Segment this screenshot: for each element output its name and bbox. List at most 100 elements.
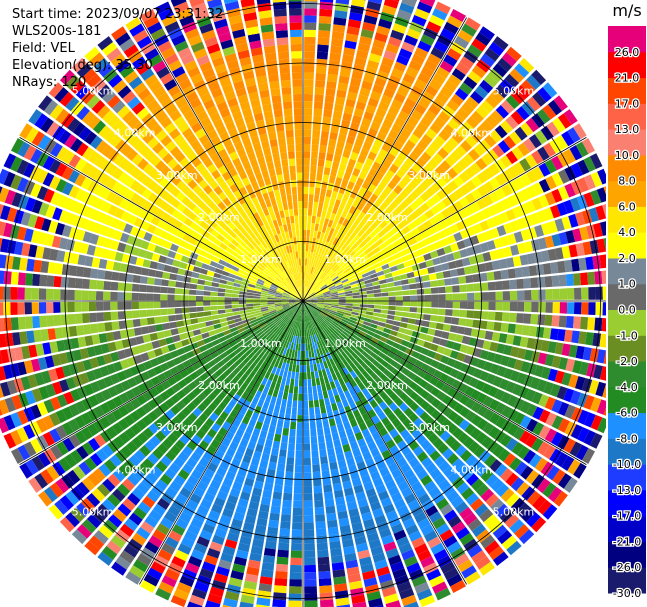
velocity-gate [329,358,336,367]
velocity-gate [150,216,161,226]
velocity-gate [173,219,183,230]
velocity-gate [313,319,319,326]
velocity-gate [163,264,172,273]
velocity-gate [472,319,481,329]
velocity-gate [569,145,583,161]
velocity-gate [117,85,132,99]
velocity-gate [88,394,99,408]
velocity-gate [358,240,367,249]
velocity-gate [303,465,312,473]
velocity-gate [284,478,293,487]
velocity-gate [102,110,116,124]
velocity-gate [203,285,212,291]
velocity-gate [436,362,447,372]
velocity-gate [136,171,148,183]
velocity-gate [364,247,373,255]
velocity-gate [187,412,198,423]
velocity-gate [330,168,338,177]
velocity-gate [497,530,513,545]
velocity-gate [340,332,348,339]
velocity-gate [258,276,266,282]
velocity-gate [547,341,557,354]
velocity-gate [442,270,451,278]
velocity-gate [269,286,277,291]
velocity-gate [459,507,473,520]
velocity-gate [408,211,419,221]
velocity-gate [303,272,305,280]
velocity-gate [231,457,241,468]
velocity-gate [130,192,141,204]
velocity-gate [353,349,362,357]
velocity-gate [218,220,227,229]
velocity-gate [117,418,130,431]
velocity-gate [495,416,507,429]
velocity-gate [493,353,503,365]
velocity-gate [289,579,302,587]
velocity-gate [360,28,374,39]
velocity-gate [60,276,69,288]
velocity-gate [588,379,600,395]
velocity-gate [378,148,388,159]
velocity-gate [181,295,189,301]
velocity-gate [526,169,538,184]
velocity-gate [281,301,289,304]
velocity-gate [511,441,524,456]
velocity-gate [331,555,344,564]
velocity-gate [295,372,299,380]
velocity-gate [281,398,287,407]
velocity-gate [374,225,383,234]
velocity-gate [347,434,357,444]
velocity-gate [187,211,198,221]
velocity-gate [213,355,222,364]
velocity-gate [332,110,343,120]
velocity-gate [378,165,388,175]
velocity-gate [392,252,401,260]
velocity-gate [331,161,340,170]
velocity-gate [540,340,550,352]
velocity-gate [316,325,321,333]
velocity-gate [169,350,179,359]
velocity-gate [307,343,311,351]
velocity-gate [329,350,335,359]
velocity-gate [82,313,90,324]
velocity-gate [313,363,318,372]
velocity-gate [227,221,236,230]
velocity-gate [143,232,153,242]
velocity-gate [119,523,135,538]
velocity-gate [305,315,308,323]
velocity-gate [328,325,335,332]
velocity-gate [161,542,176,555]
velocity-gate [411,331,421,338]
velocity-gate [321,369,327,377]
velocity-gate [292,342,297,351]
velocity-gate [78,461,92,476]
velocity-gate [218,427,228,437]
velocity-gate [199,268,208,275]
velocity-gate [256,316,264,322]
velocity-gate [77,336,87,348]
velocity-gate [207,190,218,200]
velocity-gate [404,434,415,445]
velocity-gate [507,423,519,437]
velocity-gate [239,330,248,337]
velocity-gate [536,478,551,494]
velocity-gate [263,548,276,557]
velocity-gate [364,157,374,168]
velocity-gate [293,500,303,509]
velocity-gate [323,275,330,282]
velocity-gate [574,302,582,315]
velocity-gate [24,302,32,315]
velocity-gate [124,283,133,292]
velocity-gate [372,348,381,356]
velocity-gate [154,278,162,286]
velocity-gate [330,322,338,328]
velocity-gate [23,228,34,242]
velocity-gate [320,463,330,472]
velocity-gate [420,246,430,255]
velocity-gate [563,148,576,164]
velocity-gate [510,370,520,382]
velocity-gate [356,248,364,256]
velocity-gate [192,246,201,255]
velocity-gate [471,38,487,52]
velocity-gate [112,79,127,94]
